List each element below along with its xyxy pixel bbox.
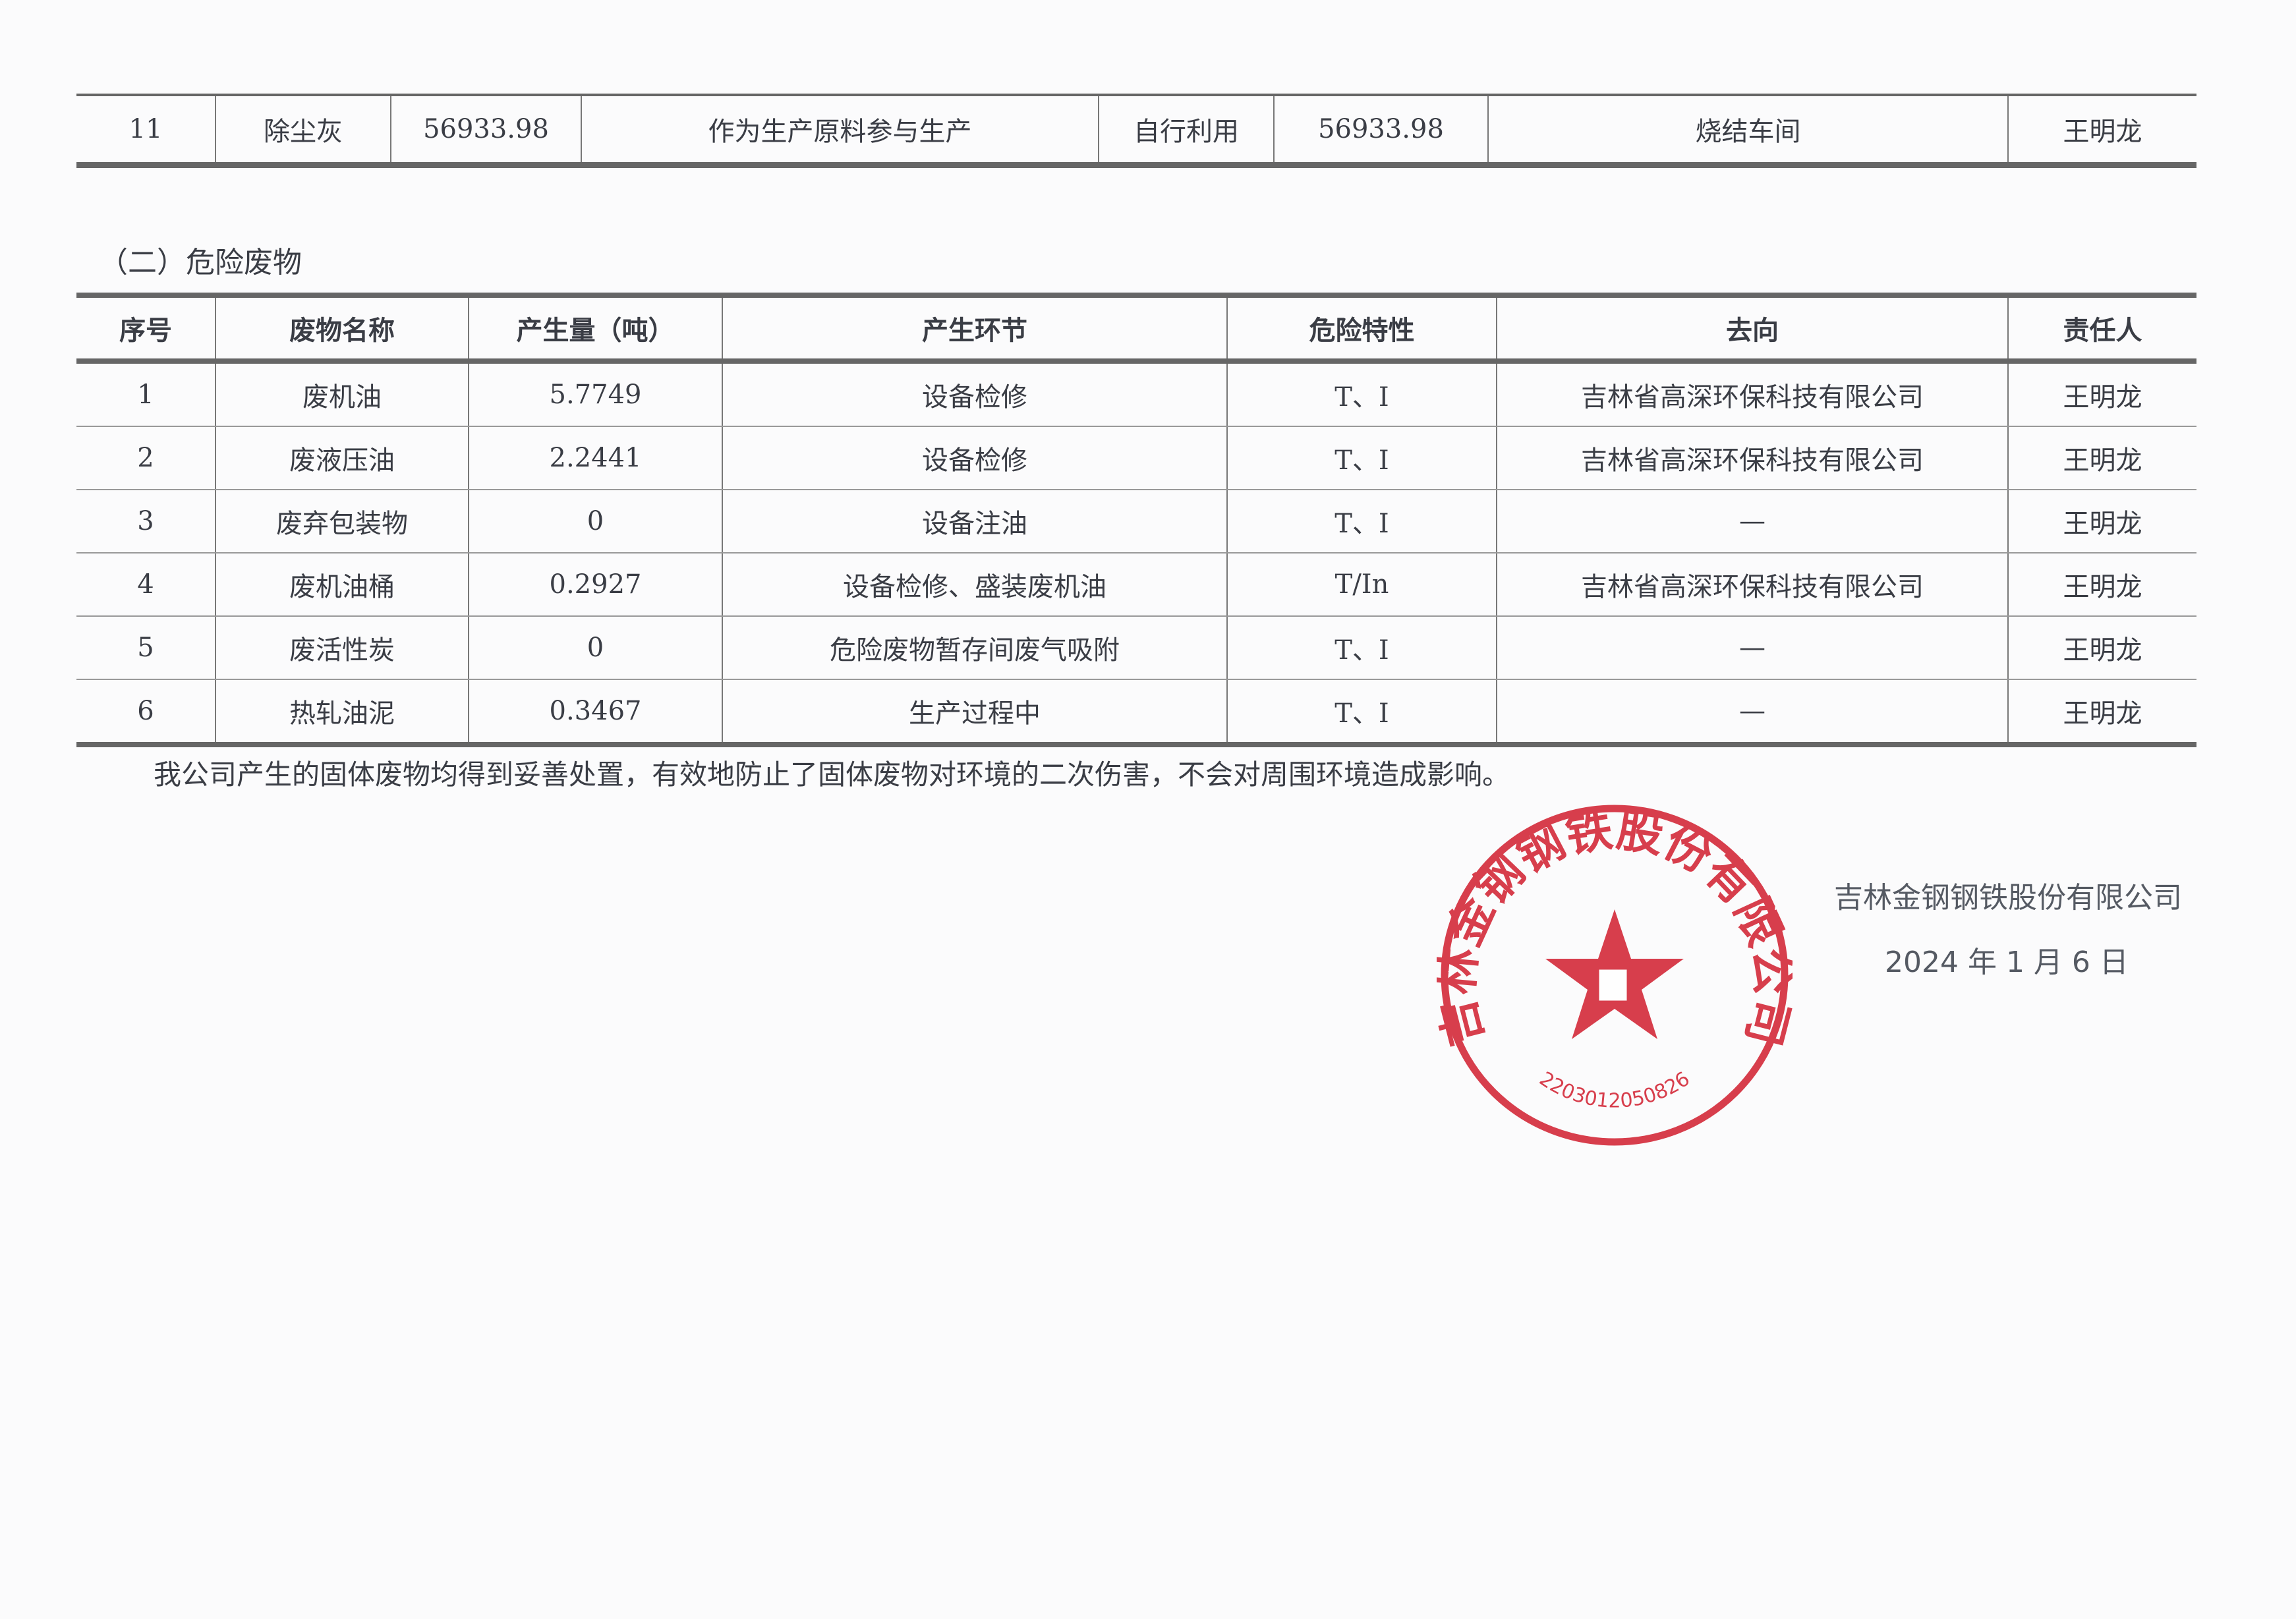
cell-method: 自行利用: [1098, 95, 1275, 165]
signature-company: 吉林金钢钢铁股份有限公司: [1834, 881, 2182, 915]
cell-process: 设备检修: [722, 361, 1228, 427]
company-seal: 吉林金钢钢铁股份有限公司 2203012050826: [1437, 803, 1793, 1146]
cell-person: 王明龙: [2007, 361, 2196, 427]
cell-amount: 0.2927: [468, 553, 723, 617]
cell-name: 废活性炭: [215, 616, 469, 680]
cell-no: 1: [76, 361, 216, 427]
cell-no: 4: [76, 553, 216, 617]
column-header: 责任人: [2007, 295, 2196, 364]
column-header: 产生量（吨）: [468, 295, 723, 364]
seal-code: 2203012050826: [1535, 1067, 1694, 1113]
cell-person: 王明龙: [2007, 490, 2196, 554]
solid-waste-table-tail: 11 除尘灰 56933.98 作为生产原料参与生产 自行利用 56933.98…: [76, 94, 2196, 168]
column-header: 危险特性: [1226, 295, 1497, 364]
cell-hazard: T、I: [1226, 361, 1497, 427]
table-row: 6 热轧油泥 0.3467 生产过程中 T、I — 王明龙: [76, 679, 2196, 745]
cell-destination: —: [1496, 616, 2009, 680]
cell-name: 热轧油泥: [215, 679, 469, 745]
cell-amount: 0: [468, 616, 723, 680]
cell-hazard: T、I: [1226, 616, 1497, 680]
cell-amount: 56933.98: [390, 95, 582, 165]
cell-destination: 吉林省高深环保科技有限公司: [1496, 361, 2009, 427]
cell-person: 王明龙: [2007, 679, 2196, 745]
cell-destination: 吉林省高深环保科技有限公司: [1496, 426, 2009, 490]
seal-ring: [1441, 805, 1789, 1146]
cell-no: 5: [76, 616, 216, 680]
table-row: 2 废液压油 2.2441 设备检修 T、I 吉林省高深环保科技有限公司 王明龙: [76, 426, 2196, 490]
table-row: 3 废弃包装物 0 设备注油 T、I — 王明龙: [76, 490, 2196, 554]
cell-process: 危险废物暂存间废气吸附: [722, 616, 1228, 680]
cell-location: 烧结车间: [1487, 95, 2009, 165]
column-header: 序号: [76, 295, 216, 364]
cell-amount: 5.7749: [468, 361, 723, 427]
cell-name: 废机油桶: [215, 553, 469, 617]
cell-no: 2: [76, 426, 216, 490]
cell-process: 生产过程中: [722, 679, 1228, 745]
cell-name: 废弃包装物: [215, 490, 469, 554]
table-row: 11 除尘灰 56933.98 作为生产原料参与生产 自行利用 56933.98…: [76, 95, 2196, 165]
cell-person: 王明龙: [2007, 426, 2196, 490]
column-header: 去向: [1496, 295, 2009, 364]
table-row: 5 废活性炭 0 危险废物暂存间废气吸附 T、I — 王明龙: [76, 616, 2196, 680]
cell-amount: 0.3467: [468, 679, 723, 745]
cell-hazard: T、I: [1226, 679, 1497, 745]
cell-process: 设备检修、盛装废机油: [722, 553, 1228, 617]
hazardous-waste-table: 序号 废物名称 产生量（吨） 产生环节 危险特性 去向 责任人 1 废机油 5.7749 设备检修…: [76, 293, 2196, 747]
table-row: 4 废机油桶 0.2927 设备检修、盛装废机油 T/In 吉林省高深环保科技有限公司 王明…: [76, 553, 2196, 617]
cell-name: 废机油: [215, 361, 469, 427]
cell-hazard: T、I: [1226, 490, 1497, 554]
cell-hazard: T、I: [1226, 426, 1497, 490]
cell-destination: 吉林省高深环保科技有限公司: [1496, 553, 2009, 617]
cell-name: 废液压油: [215, 426, 469, 490]
cell-no: 11: [76, 95, 216, 165]
cell-name: 除尘灰: [215, 95, 391, 165]
signature-date: 2024 年 1 月 6 日: [1885, 946, 2129, 979]
column-header: 废物名称: [215, 295, 469, 364]
cell-amount: 0: [468, 490, 723, 554]
cell-amount: 2.2441: [468, 426, 723, 490]
cell-process: 设备检修: [722, 426, 1228, 490]
cell-usage: 作为生产原料参与生产: [581, 95, 1099, 165]
cell-amount2: 56933.98: [1273, 95, 1489, 165]
cell-person: 王明龙: [2007, 553, 2196, 617]
cell-hazard: T/In: [1226, 553, 1497, 617]
column-header: 产生环节: [722, 295, 1228, 364]
cell-person: 王明龙: [2007, 95, 2196, 165]
cell-destination: —: [1496, 490, 2009, 554]
table-row: 1 废机油 5.7749 设备检修 T、I 吉林省高深环保科技有限公司 王明龙: [76, 361, 2196, 427]
statement-text: 我公司产生的固体废物均得到妥善处置，有效地防止了固体废物对环境的二次伤害，不会对…: [154, 758, 1510, 791]
cell-process: 设备注油: [722, 490, 1228, 554]
cell-destination: —: [1496, 679, 2009, 745]
cell-person: 王明龙: [2007, 616, 2196, 680]
table-header-row: 序号 废物名称 产生量（吨） 产生环节 危险特性 去向 责任人: [76, 295, 2196, 364]
qr-code-icon: [1597, 967, 1629, 1003]
cell-no: 3: [76, 490, 216, 554]
cell-no: 6: [76, 679, 216, 745]
section-heading: （二）危险废物: [99, 246, 302, 279]
